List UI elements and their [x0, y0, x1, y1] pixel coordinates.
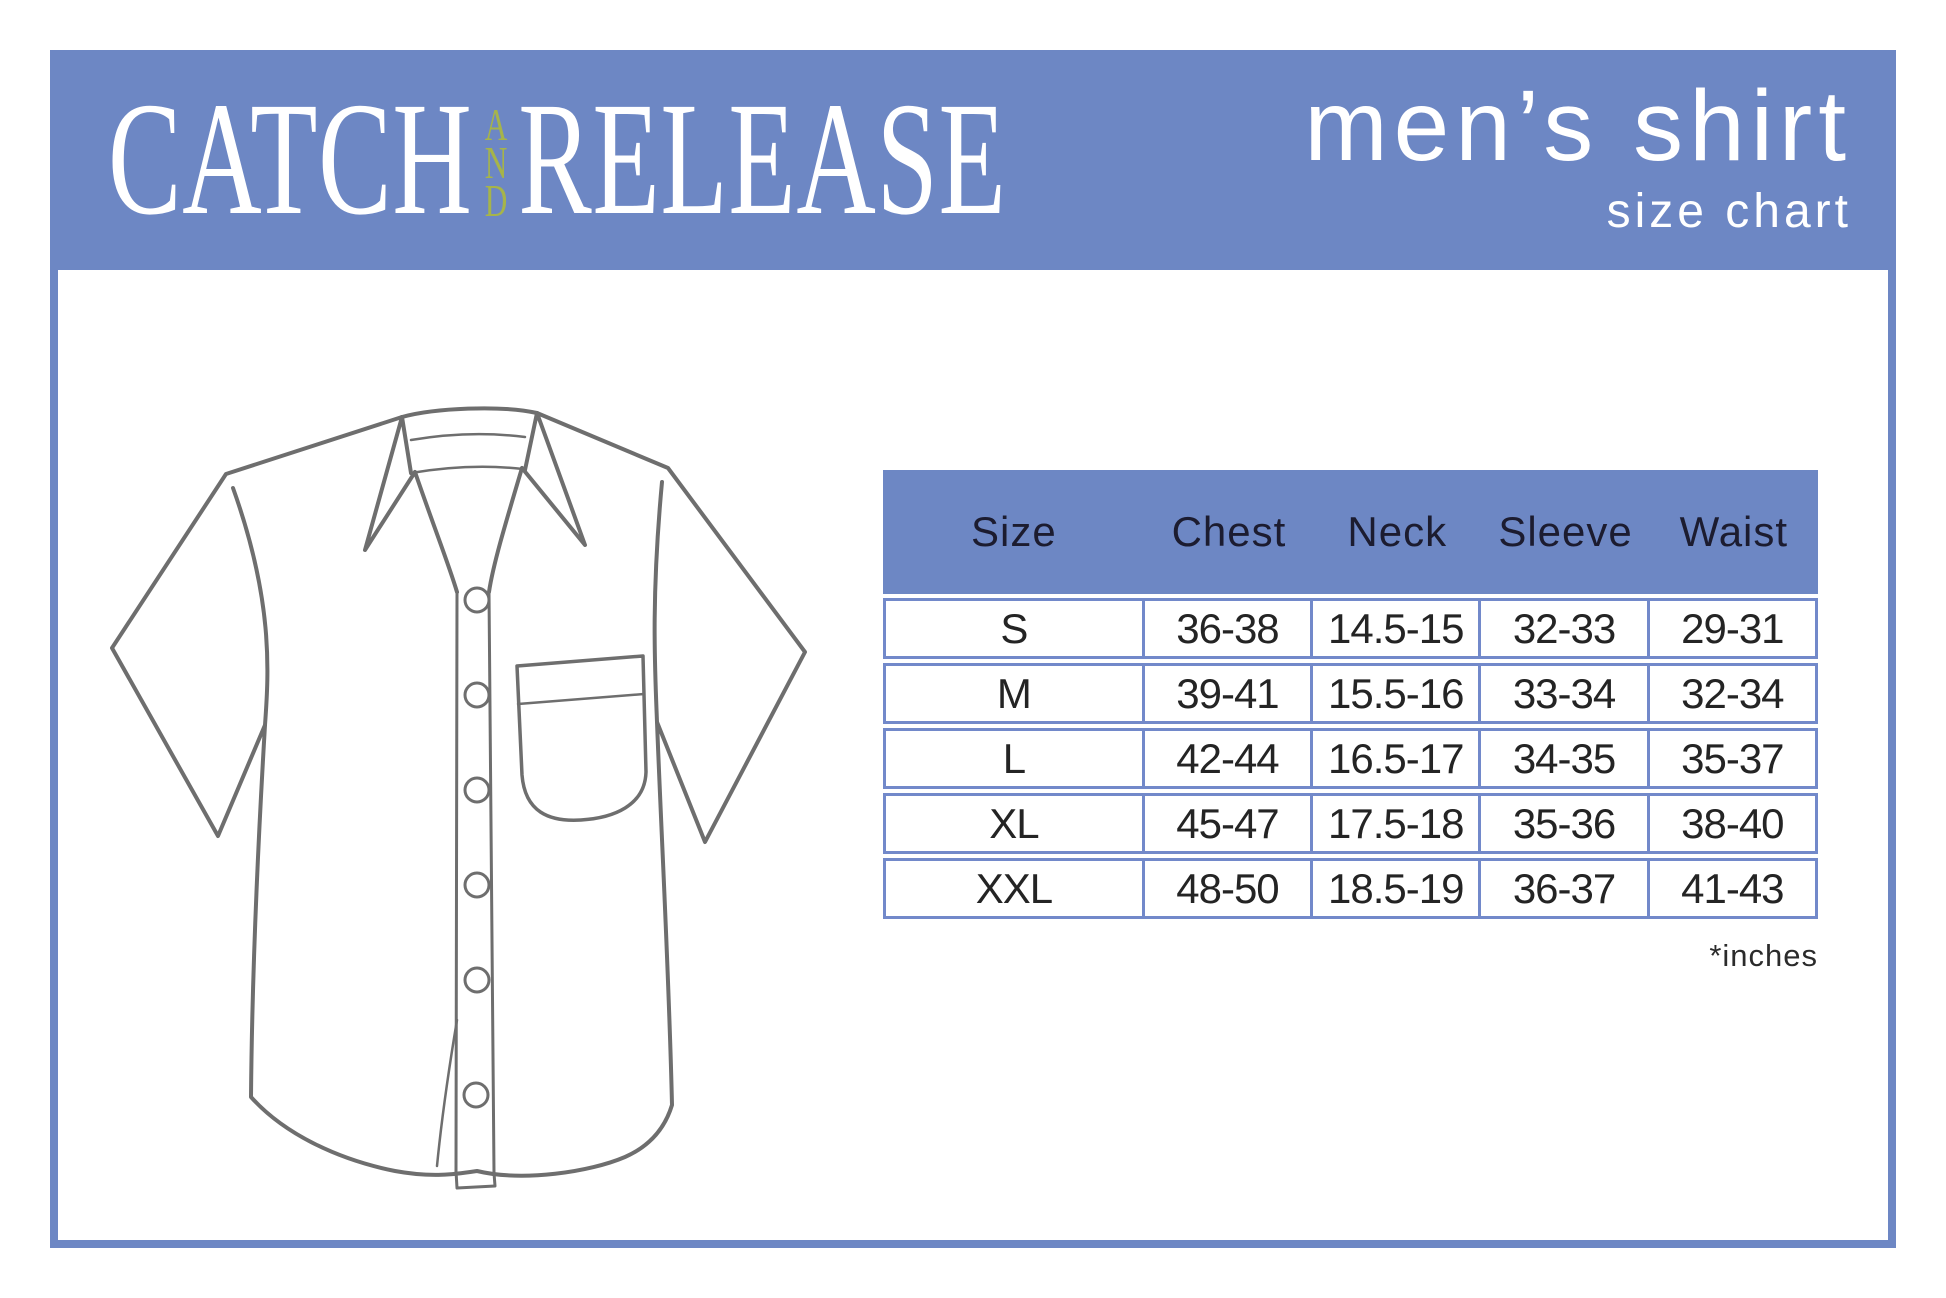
brand-word-release: RELEASE — [518, 70, 1007, 249]
measurement-value: 45-47 — [1144, 793, 1314, 854]
brand-word-catch: CATCH — [108, 70, 473, 249]
measurement-value: 48-50 — [1144, 858, 1314, 919]
shirt-placket-left-line — [456, 592, 457, 1171]
shirt-button — [465, 968, 489, 992]
size-row-s: S 36-38 14.5-15 32-33 29-31 — [883, 598, 1818, 659]
measurement-value: 36-38 — [1144, 598, 1314, 659]
measurement-value: 34-35 — [1481, 728, 1650, 789]
size-label: S — [883, 598, 1145, 659]
shirt-neckband-line-upper — [411, 434, 525, 440]
measurement-value: 14.5-15 — [1313, 598, 1482, 659]
size-label: XXL — [883, 858, 1145, 919]
units-note: *inches — [1709, 938, 1818, 973]
column-header-chest: Chest — [1171, 508, 1287, 555]
brand-connector-and: A N D — [484, 99, 508, 226]
measurement-value: 16.5-17 — [1313, 728, 1482, 789]
shirt-pocket-seam — [518, 694, 644, 704]
shirt-collar-opening-left — [415, 472, 457, 592]
header-banner: CATCH A N D RELEASE men’s shirt size cha… — [50, 50, 1896, 270]
shirt-placket-right-line — [489, 592, 494, 1173]
measurement-value: 15.5-16 — [1313, 663, 1482, 724]
chart-title-block: men’s shirt size chart — [1304, 76, 1852, 236]
column-header-size: Size — [971, 508, 1057, 555]
shirt-placket-hem — [456, 1171, 495, 1188]
shirt-button — [464, 1083, 488, 1107]
measurement-value: 18.5-19 — [1313, 858, 1482, 919]
brand-and-letter: N — [484, 137, 508, 189]
measurement-value: 32-33 — [1481, 598, 1650, 659]
size-table: Size Chest Neck Sleeve Waist S 36-38 14.5-15 32… — [883, 470, 1818, 919]
size-row-xxl: XXL 48-50 18.5-19 36-37 41-43 — [883, 858, 1818, 919]
shirt-button — [465, 778, 489, 802]
measurement-value: 39-41 — [1144, 663, 1314, 724]
shirt-collar-left — [365, 417, 415, 550]
shirt-neckband-right — [525, 413, 537, 470]
shirt-button — [465, 873, 489, 897]
measurement-value: 33-34 — [1481, 663, 1650, 724]
shirt-illustration — [85, 320, 815, 1205]
shirt-pocket — [517, 656, 646, 820]
column-header-neck: Neck — [1347, 508, 1448, 555]
size-row-m: M 39-41 15.5-16 33-34 32-34 — [883, 663, 1818, 724]
size-label: XL — [883, 793, 1145, 854]
shirt-neckband-left — [402, 417, 411, 473]
brand-and-letter: A — [484, 99, 508, 151]
brand-and-letter: D — [484, 174, 508, 226]
page-subtitle: size chart — [1606, 185, 1852, 238]
shirt-button — [465, 683, 489, 707]
column-header-sleeve: Sleeve — [1498, 508, 1633, 555]
shirt-collar-right — [522, 413, 585, 545]
shirt-neckband-line-lower — [411, 467, 523, 473]
shirt-front-fold — [437, 1020, 457, 1166]
shirt-armhole-left — [233, 488, 267, 725]
page-title: men’s shirt — [1304, 70, 1852, 182]
column-header-waist: Waist — [1679, 508, 1789, 555]
shirt-button — [465, 588, 489, 612]
shirt-body-outline — [112, 408, 805, 1175]
brand-logo: CATCH A N D RELEASE — [108, 79, 1006, 241]
measurement-value: 35-36 — [1481, 793, 1650, 854]
size-table-head-row: Size Chest Neck Sleeve Waist — [883, 470, 1818, 594]
measurement-value: 29-31 — [1649, 598, 1818, 659]
shirt-collar-opening-right — [489, 468, 522, 592]
size-row-xl: XL 45-47 17.5-18 35-36 38-40 — [883, 793, 1818, 854]
measurement-value: 35-37 — [1649, 728, 1818, 789]
size-row-l: L 42-44 16.5-17 34-35 35-37 — [883, 728, 1818, 789]
size-label: L — [883, 728, 1145, 789]
size-table-body: S 36-38 14.5-15 32-33 29-31 M 39-41 15.5-16 33-3… — [883, 598, 1818, 919]
shirt-armhole-right — [655, 482, 662, 722]
measurement-value: 38-40 — [1649, 793, 1818, 854]
measurement-value: 17.5-18 — [1313, 793, 1482, 854]
measurement-value: 42-44 — [1144, 728, 1314, 789]
measurement-value: 41-43 — [1649, 858, 1818, 919]
measurement-value: 36-37 — [1481, 858, 1650, 919]
measurement-value: 32-34 — [1649, 663, 1818, 724]
size-label: M — [883, 663, 1145, 724]
